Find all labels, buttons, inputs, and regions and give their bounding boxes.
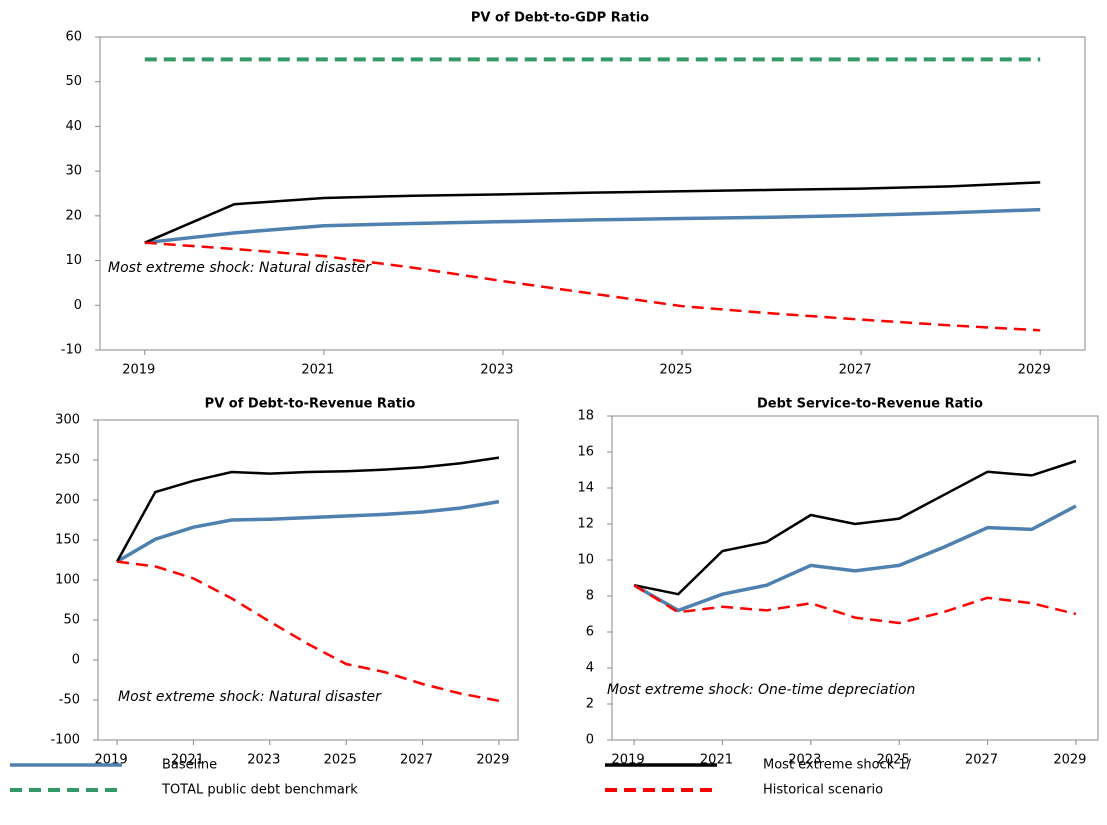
y-tick-label: 12 xyxy=(577,517,594,532)
series-line xyxy=(633,504,1077,613)
chart-title: Debt Service-to-Revenue Ratio xyxy=(757,397,983,412)
y-tick-label: 30 xyxy=(65,164,82,179)
x-tick-label: 2023 xyxy=(788,753,821,768)
x-tick-label: 2029 xyxy=(476,753,509,768)
y-tick-label: 14 xyxy=(577,481,594,496)
x-tick-label: 2027 xyxy=(965,753,998,768)
x-tick-label: 2029 xyxy=(1053,753,1086,768)
y-tick-label: 250 xyxy=(55,453,80,468)
y-tick-label: 2 xyxy=(586,697,594,712)
y-tick-label: 200 xyxy=(55,493,80,508)
legend-label: TOTAL public debt benchmark xyxy=(161,783,358,798)
annotation: Most extreme shock: One-time depreciatio… xyxy=(607,682,915,698)
y-tick-label: 10 xyxy=(65,253,82,268)
chart-title: PV of Debt-to-GDP Ratio xyxy=(471,11,649,26)
y-tick-label: 6 xyxy=(586,625,594,640)
y-tick-label: 18 xyxy=(577,409,594,424)
x-tick-label: 2023 xyxy=(480,363,513,378)
y-tick-label: -50 xyxy=(59,693,80,708)
y-tick-label: 60 xyxy=(65,30,82,45)
y-tick-label: 8 xyxy=(586,589,594,604)
series-line xyxy=(633,584,1077,625)
y-tick-label: 0 xyxy=(586,733,594,748)
x-tick-label: 2021 xyxy=(171,753,204,768)
legend-label: Baseline xyxy=(162,758,217,773)
plot-area xyxy=(99,36,1086,351)
plot-area xyxy=(611,415,1099,741)
series-line xyxy=(144,207,1041,245)
y-tick-label: 150 xyxy=(55,533,80,548)
x-tick-label: 2025 xyxy=(877,753,910,768)
x-tick-label: 2025 xyxy=(659,363,692,378)
x-tick-label: 2025 xyxy=(324,753,357,768)
series-line xyxy=(116,560,500,703)
series-line xyxy=(115,456,500,563)
y-tick-label: 4 xyxy=(586,661,594,676)
y-tick-label: 0 xyxy=(72,653,80,668)
annotation: Most extreme shock: Natural disaster xyxy=(108,260,372,276)
y-tick-label: 10 xyxy=(577,553,594,568)
x-tick-label: 2021 xyxy=(301,363,334,378)
y-tick-label: 50 xyxy=(63,613,80,628)
y-tick-label: -10 xyxy=(61,343,82,358)
y-tick-label: 50 xyxy=(65,74,82,89)
chart-title: PV of Debt-to-Revenue Ratio xyxy=(205,397,416,412)
y-tick-label: 300 xyxy=(55,413,80,428)
x-tick-label: 2027 xyxy=(400,753,433,768)
annotation: Most extreme shock: Natural disaster xyxy=(118,689,382,705)
series-line xyxy=(144,181,1041,244)
series-line xyxy=(144,241,1041,332)
x-tick-label: 2029 xyxy=(1018,363,1051,378)
series-line xyxy=(633,459,1077,596)
legend-label: Historical scenario xyxy=(763,783,883,798)
x-tick-label: 2027 xyxy=(839,363,872,378)
y-tick-label: -100 xyxy=(50,733,80,748)
x-tick-label: 2023 xyxy=(247,753,280,768)
series-line xyxy=(116,499,500,564)
x-tick-label: 2019 xyxy=(122,363,155,378)
legend-label: Most extreme shock 1/ xyxy=(763,758,912,773)
y-tick-label: 40 xyxy=(65,119,82,134)
y-tick-label: 0 xyxy=(74,298,82,313)
y-tick-label: 16 xyxy=(577,445,594,460)
y-tick-label: 100 xyxy=(55,573,80,588)
y-tick-label: 20 xyxy=(65,208,82,223)
